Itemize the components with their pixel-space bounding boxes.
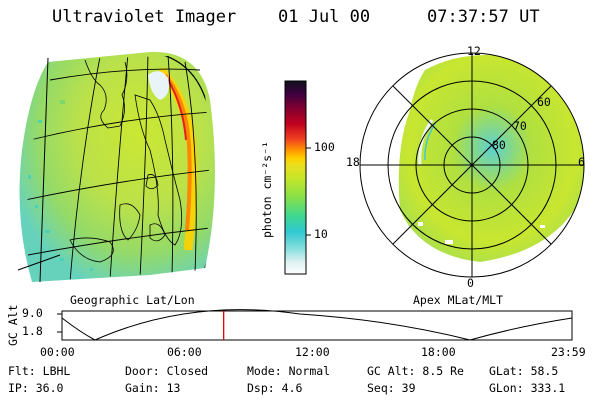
info-gc-alt-label: GC Alt:: [367, 364, 416, 378]
info-gain-value: 13: [166, 381, 181, 395]
instrument-title: Ultraviolet Imager: [52, 7, 237, 27]
info-filter-label: Flt:: [8, 364, 36, 378]
info-gain: Gain: 13: [125, 381, 181, 395]
mlat-label-60: 60: [537, 95, 551, 109]
info-glon-label: GLon:: [489, 381, 524, 395]
info-glat-label: GLat:: [489, 364, 524, 378]
time-tick-2359: 23:59: [551, 345, 586, 359]
info-mode-value: Normal: [288, 364, 331, 378]
info-mode-label: Mode:: [247, 364, 282, 378]
time-tick-1200: 12:00: [295, 345, 330, 359]
info-dsp-label: Dsp:: [247, 381, 275, 395]
info-gc-alt-value: 8.5 Re: [422, 364, 464, 378]
info-seq-label: Seq:: [367, 381, 395, 395]
colorbar-tick-10: 10: [314, 227, 328, 241]
colorbar: [284, 80, 311, 275]
info-filter: Flt: LBHL: [8, 364, 71, 378]
geographic-image: [17, 51, 215, 283]
image-time: 07:37:57 UT: [427, 7, 540, 27]
info-glon-value: 333.1: [530, 381, 566, 395]
time-tick-0000: 00:00: [40, 345, 75, 359]
altitude-ylabel: GC Alt: [6, 304, 20, 346]
info-gc-alt: GC Alt: 8.5 Re: [367, 364, 464, 378]
colorbar-label: photon cm⁻²s⁻¹: [260, 141, 274, 238]
mlt-label-0: 0: [467, 276, 474, 290]
mlat-label-70: 70: [513, 119, 527, 133]
colorbar-tick-100: 100: [314, 140, 335, 154]
info-gain-label: Gain:: [125, 381, 160, 395]
mlat-label-80: 80: [492, 138, 506, 152]
mlt-label-6: 6: [578, 155, 585, 169]
polar-image: [359, 52, 585, 278]
info-mode: Mode: Normal: [247, 364, 331, 378]
info-filter-value: LBHL: [42, 364, 71, 378]
info-glat-value: 58.5: [530, 364, 559, 378]
mlt-label-12: 12: [467, 44, 481, 58]
info-dsp: Dsp: 4.6: [247, 381, 303, 395]
image-date: 01 Jul 00: [278, 7, 371, 27]
info-glon: GLon: 333.1: [489, 381, 566, 395]
time-tick-1800: 18:00: [421, 345, 456, 359]
info-ip-label: IP:: [8, 381, 29, 395]
altitude-ytick-1: 1.8: [22, 324, 43, 338]
info-door-label: Door:: [125, 364, 160, 378]
altitude-plot: [57, 309, 573, 341]
info-door-value: Closed: [166, 364, 209, 378]
info-seq: Seq: 39: [367, 381, 416, 395]
altitude-ytick-9: 9.0: [22, 306, 43, 320]
info-glat: GLat: 58.5: [489, 364, 559, 378]
time-tick-0600: 06:00: [167, 345, 202, 359]
mlt-label-18: 18: [346, 155, 360, 169]
info-ip-value: 36.0: [35, 381, 64, 395]
info-ip: IP: 36.0: [8, 381, 64, 395]
info-door: Door: Closed: [125, 364, 209, 378]
info-seq-value: 39: [401, 381, 416, 395]
geographic-caption: Geographic Lat/Lon: [70, 293, 195, 307]
info-dsp-value: 4.6: [281, 381, 303, 395]
polar-caption: Apex MLat/MLT: [413, 293, 504, 307]
